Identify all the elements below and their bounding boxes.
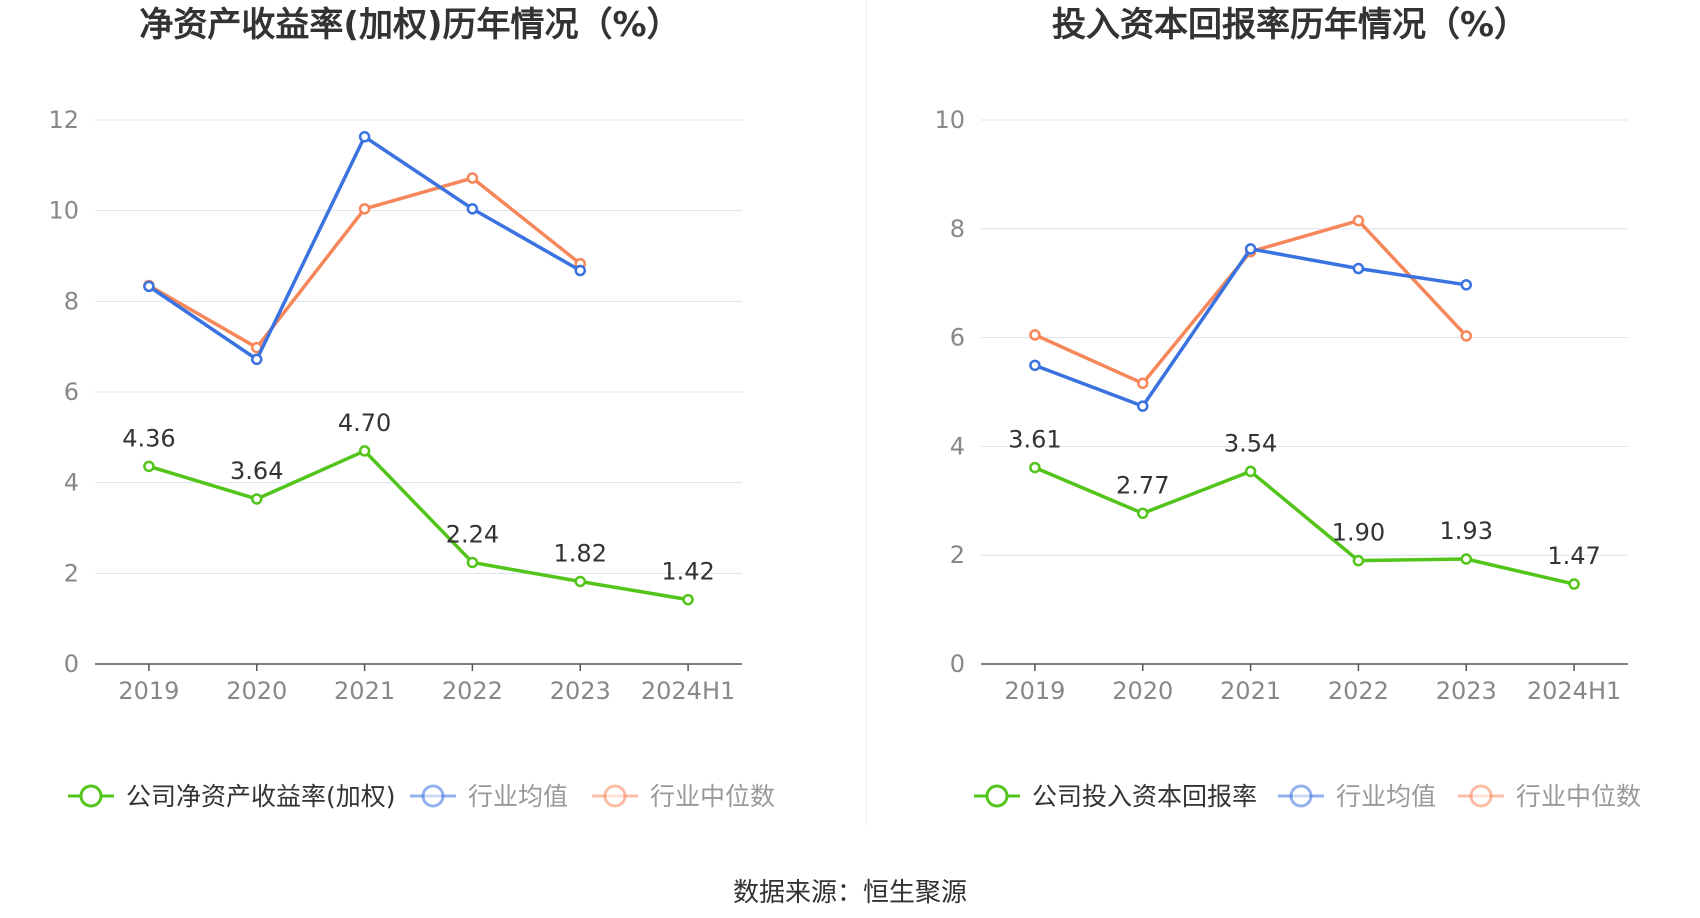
chart-title: 投入资本回报率历年情况（%） — [1052, 5, 1528, 45]
legend-marker-company — [985, 784, 1009, 808]
chart-panel-2: 投入资本回报率历年情况（%） 0 2 4 6 8 10 2019 2020 2021 2022 202… — [934, 5, 1641, 811]
x-tick-label: 2023 — [1436, 677, 1497, 705]
x-tick-label: 2019 — [1004, 677, 1065, 705]
data-point-average — [1352, 262, 1365, 275]
data-point-average — [1460, 279, 1472, 291]
x-tick-label: 2020 — [226, 677, 287, 705]
data-label: 4.70 — [338, 409, 391, 437]
data-point-company — [143, 460, 155, 473]
data-point-median — [1137, 377, 1149, 390]
data-point-average — [143, 280, 155, 293]
data-point-company — [1137, 507, 1149, 520]
y-tick-label: 10 — [934, 106, 965, 134]
data-label: 1.90 — [1332, 519, 1385, 547]
legend-marker-average — [1289, 784, 1313, 808]
data-label: 4.36 — [122, 424, 175, 452]
data-label: 3.54 — [1224, 429, 1277, 457]
legend-marker-average — [421, 784, 445, 808]
data-point-company — [358, 445, 371, 457]
y-tick-label: 2 — [64, 559, 79, 587]
data-label: 1.82 — [554, 539, 607, 567]
data-point-company — [1029, 461, 1041, 474]
data-point-median — [358, 203, 371, 215]
y-tick-label: 4 — [950, 432, 965, 460]
y-tick-label: 6 — [64, 378, 79, 406]
x-tick-label: 2020 — [1112, 677, 1173, 705]
data-label: 2.77 — [1116, 471, 1169, 499]
y-tick-label: 4 — [64, 469, 79, 497]
legend-label-median: 行业中位数 — [650, 782, 775, 811]
y-tick-label: 12 — [48, 106, 79, 134]
data-point-median — [1352, 214, 1365, 227]
data-point-average — [358, 131, 371, 143]
data-point-average — [1029, 359, 1041, 372]
data-point-company — [466, 556, 479, 569]
data-source-footer: 数据来源：恒生聚源 — [732, 878, 967, 908]
legend-marker-company — [79, 784, 103, 808]
x-tick-label: 2022 — [442, 677, 503, 705]
series-line-company — [148, 449, 689, 602]
x-tick-label: 2024H1 — [1527, 677, 1621, 705]
data-point-average — [1137, 400, 1149, 412]
legend-label-median: 行业中位数 — [1516, 782, 1641, 811]
data-point-average — [1244, 243, 1257, 255]
series-line-average — [1034, 247, 1467, 408]
y-tick-label: 0 — [950, 650, 965, 678]
data-point-company — [574, 575, 586, 588]
x-tick-label: 2021 — [334, 677, 395, 705]
legend-marker-median — [603, 784, 627, 808]
data-label: 3.61 — [1008, 426, 1061, 454]
legend-marker-median — [1469, 784, 1493, 808]
y-tick-label: 8 — [64, 287, 79, 315]
legend-label-average: 行业均值 — [1336, 782, 1436, 811]
x-tick-label: 2022 — [1328, 677, 1389, 705]
data-point-company — [1352, 554, 1365, 567]
data-point-company — [251, 493, 263, 505]
x-tick-label: 2024H1 — [641, 677, 735, 705]
y-tick-label: 6 — [950, 324, 965, 352]
data-label: 3.64 — [230, 457, 283, 485]
panel-divider — [866, 0, 867, 825]
chart-panel-1: 净资产收益率(加权)历年情况（%） 0 2 4 6 8 10 12 2019 2020 2021 20… — [48, 5, 775, 811]
legend-label-average: 行业均值 — [468, 782, 568, 811]
data-point-average — [251, 353, 263, 366]
data-point-median — [1029, 329, 1041, 341]
y-tick-label: 10 — [48, 197, 79, 225]
data-point-company — [1244, 465, 1257, 478]
data-point-average — [574, 264, 586, 277]
y-tick-label: 2 — [950, 541, 965, 569]
data-label: 2.24 — [446, 520, 499, 548]
x-tick-label: 2023 — [550, 677, 611, 705]
data-point-median — [1460, 330, 1472, 342]
data-point-company — [682, 593, 694, 606]
data-label: 1.42 — [661, 558, 714, 586]
series-line-company — [1034, 466, 1575, 586]
data-point-average — [466, 203, 479, 215]
x-tick-label: 2021 — [1220, 677, 1281, 705]
chart-title: 净资产收益率(加权)历年情况（%） — [139, 5, 680, 45]
series-line-average — [147, 135, 582, 362]
y-tick-label: 8 — [950, 215, 965, 243]
legend-label-company: 公司投入资本回报率 — [1032, 782, 1257, 811]
data-point-company — [1460, 553, 1472, 565]
data-label: 1.93 — [1440, 517, 1493, 545]
x-tick-label: 2019 — [118, 677, 179, 705]
legend-label-company: 公司净资产收益率(加权) — [126, 782, 396, 811]
data-point-median — [466, 172, 479, 184]
data-label: 1.47 — [1547, 542, 1600, 570]
data-point-company — [1568, 578, 1580, 590]
y-tick-label: 0 — [64, 650, 79, 678]
